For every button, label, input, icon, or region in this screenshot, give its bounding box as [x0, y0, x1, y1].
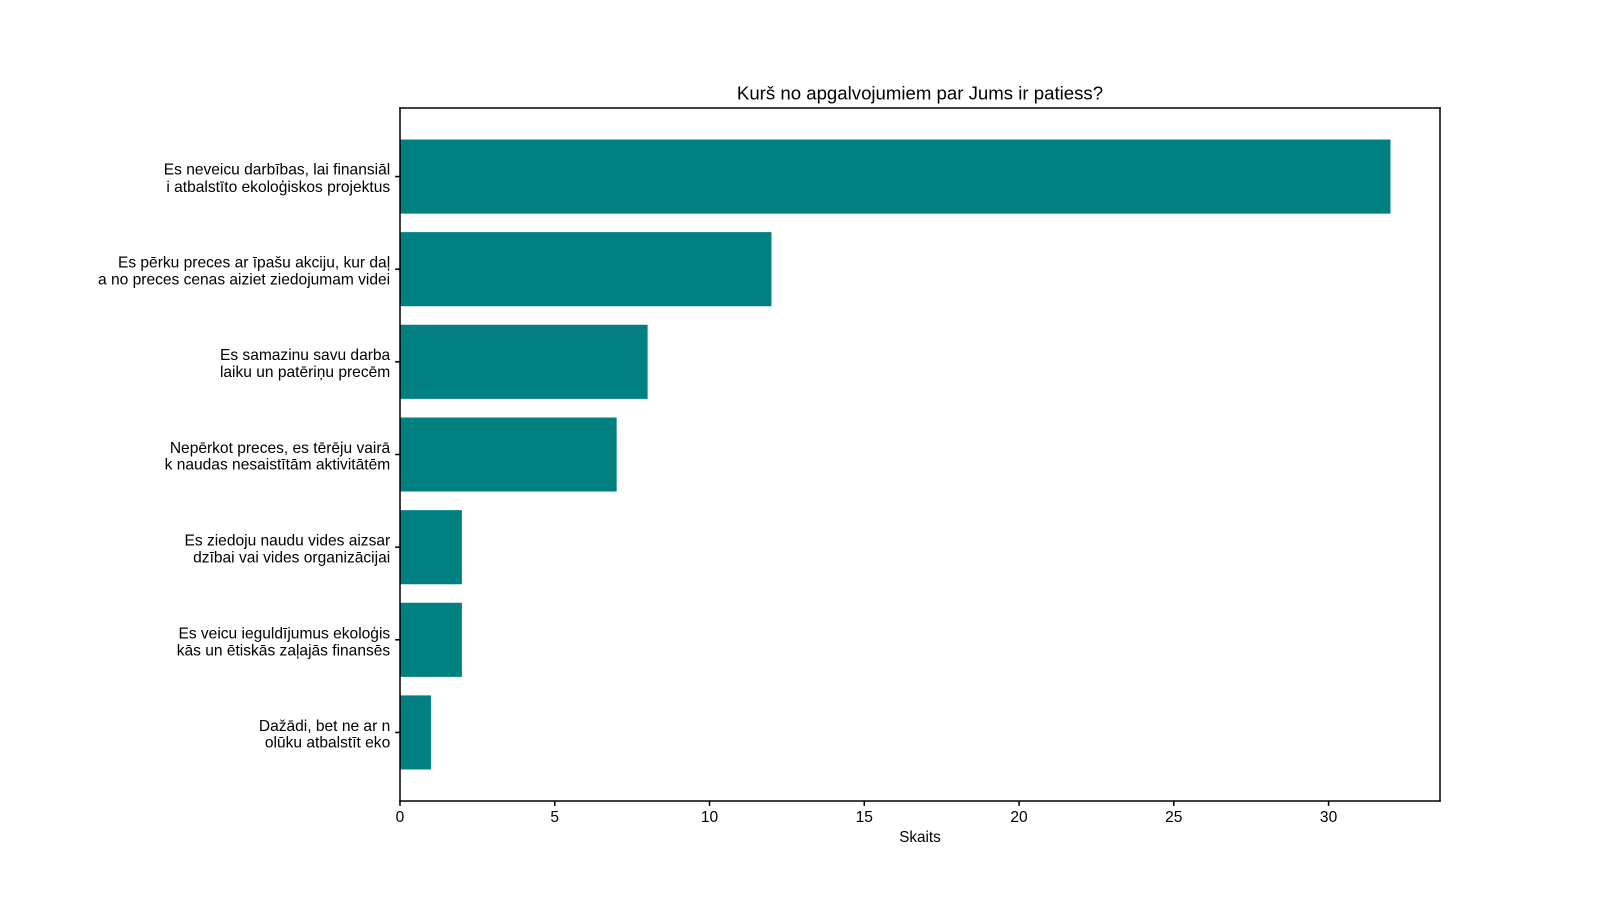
svg-text:15: 15 — [856, 809, 873, 826]
svg-text:Skaits: Skaits — [899, 829, 941, 846]
svg-text:Es ziedoju naudu vides aizsar: Es ziedoju naudu vides aizsar — [184, 533, 390, 550]
svg-text:Nepērkot preces, es tērēju vai: Nepērkot preces, es tērēju vairā — [170, 440, 391, 457]
svg-text:dzībai vai vides organizācijai: dzībai vai vides organizācijai — [193, 549, 390, 566]
svg-text:laiku un patēriņu precēm: laiku un patēriņu precēm — [220, 364, 390, 381]
svg-text:Dažādi, bet ne ar n: Dažādi, bet ne ar n — [259, 718, 390, 735]
svg-text:20: 20 — [1010, 809, 1028, 826]
svg-text:Kurš no apgalvojumiem par Jums: Kurš no apgalvojumiem par Jums ir paties… — [737, 83, 1103, 104]
svg-text:30: 30 — [1320, 809, 1338, 826]
svg-text:olūku atbalstīt eko: olūku atbalstīt eko — [265, 735, 390, 752]
svg-text:Es veicu ieguldījumus ekoloģis: Es veicu ieguldījumus ekoloģis — [178, 625, 390, 642]
svg-text:5: 5 — [550, 809, 559, 826]
svg-text:Es pērku preces ar īpašu akcij: Es pērku preces ar īpašu akciju, kur daļ — [118, 255, 390, 272]
svg-text:kās un ētiskās zaļajās finansē: kās un ētiskās zaļajās finansēs — [177, 642, 391, 659]
svg-text:k naudas nesaistītām aktivitāt: k naudas nesaistītām aktivitātēm — [165, 457, 391, 474]
svg-text:0: 0 — [396, 809, 405, 826]
svg-text:Es samazinu savu darba: Es samazinu savu darba — [220, 347, 391, 364]
svg-text:Es neveicu darbības, lai finan: Es neveicu darbības, lai finansiāl — [164, 162, 390, 179]
svg-text:10: 10 — [701, 809, 719, 826]
svg-text:25: 25 — [1165, 809, 1182, 826]
svg-text:a no preces cenas aiziet ziedo: a no preces cenas aiziet ziedojumam vide… — [98, 271, 390, 288]
svg-text:i atbalstīto ekoloģiskos proje: i atbalstīto ekoloģiskos projektus — [166, 179, 390, 196]
